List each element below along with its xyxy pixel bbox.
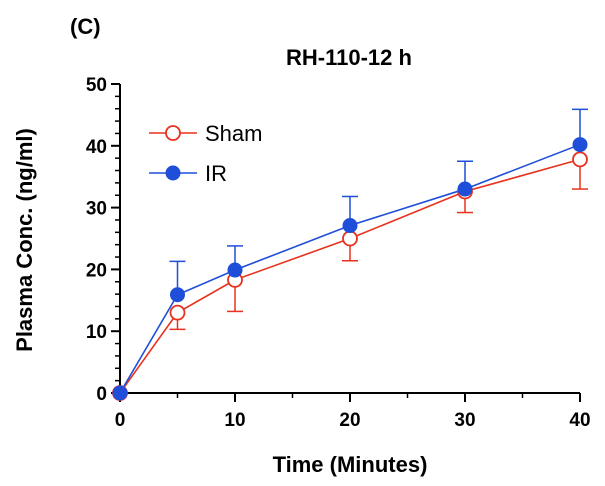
- chart-title: RH-110-12 h: [286, 45, 412, 70]
- y-tick-label: 0: [96, 384, 107, 405]
- point-sham: [342, 230, 358, 247]
- point-ir: [227, 262, 243, 278]
- legend-label-sham: Sham: [205, 121, 262, 146]
- point-ir: [112, 385, 128, 401]
- y-tick-label: 30: [86, 199, 107, 220]
- panel-label: (C): [70, 14, 101, 39]
- point-ir: [342, 218, 358, 234]
- legend-marker-sham: [165, 125, 181, 141]
- y-tick-label: 50: [86, 75, 107, 96]
- point-sham: [572, 151, 588, 168]
- x-tick-label: 10: [224, 410, 245, 431]
- x-tick-label: 20: [339, 410, 360, 431]
- x-tick-label: 40: [569, 410, 590, 431]
- y-tick-label: 20: [86, 260, 107, 281]
- series-line-sham: [119, 158, 581, 394]
- series-sham: [119, 158, 588, 394]
- y-axis-label: Plasma Conc. (ng/ml): [12, 128, 37, 352]
- legend-marker-ir: [165, 165, 181, 181]
- point-ir: [457, 181, 473, 197]
- axes: 0 10 20 30 40 50 0 10 20 30 40: [86, 75, 591, 431]
- series-ir: [119, 108, 588, 394]
- y-tick-label: 40: [86, 137, 107, 158]
- x-tick-label: 30: [454, 410, 475, 431]
- x-tick-label: 0: [115, 410, 126, 431]
- series-layer: [112, 108, 588, 401]
- legend-label-ir: IR: [205, 161, 227, 186]
- x-axis-label: Time (Minutes): [273, 452, 428, 477]
- point-ir: [572, 137, 588, 153]
- point-ir: [170, 287, 185, 303]
- legend: Sham IR: [149, 121, 262, 186]
- point-sham: [169, 304, 186, 321]
- y-tick-label: 10: [86, 322, 107, 343]
- series-line-ir: [119, 143, 581, 394]
